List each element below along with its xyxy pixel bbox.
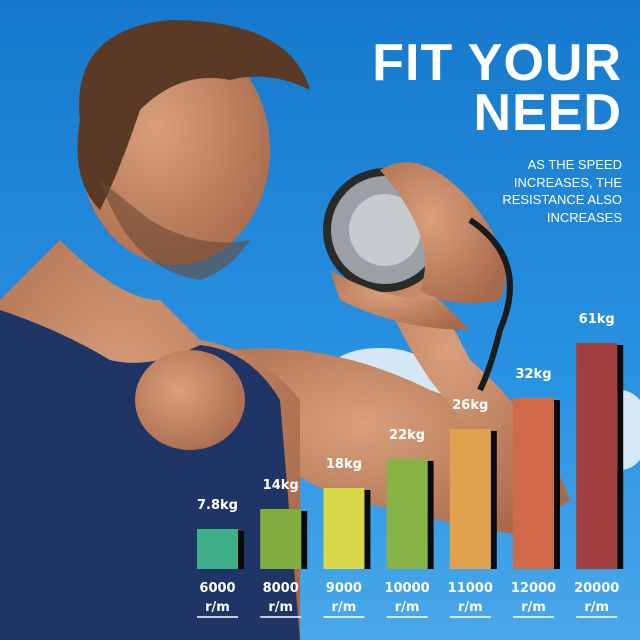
bar-shadow [554,400,560,569]
subtitle-line-3: RESISTANCE ALSO [502,192,622,207]
subtitle-line-2: INCREASES, THE [513,174,622,190]
subtitle-line-4: INCREASES [546,209,622,225]
data-label: 26kg [452,398,488,413]
tick-unit: r/m [521,600,546,615]
data-label: 32kg [515,367,551,382]
tick-unit: r/m [395,600,420,615]
bar-shadow [490,431,497,569]
bar [513,398,554,569]
tick-label: 6000 [199,581,235,596]
data-label: 7.8kg [197,498,238,513]
tick-label: 9000 [326,581,362,596]
headline: FIT YOUR NEED [372,34,622,142]
tick-unit: r/m [205,600,230,615]
tick-unit: r/m [268,600,293,615]
bar [386,459,428,569]
headline-line-2: NEED [473,84,622,142]
tick-label: 12000 [511,581,556,596]
data-label: 61kg [579,312,615,327]
data-label: 22kg [389,428,425,443]
bar [260,509,302,569]
bar-shadow [427,461,434,569]
bar-shadow [238,531,244,569]
bar [197,529,238,569]
bar [323,488,365,569]
headline-line-1: FIT YOUR [372,34,622,92]
subtitle-line-1: AS THE SPEED [527,157,622,172]
tick-unit: r/m [332,600,357,615]
bar-shadow [364,490,371,569]
data-label: 18kg [326,457,362,472]
tick-label: 8000 [263,581,299,596]
tick-unit: r/m [458,600,483,615]
tick-label: 10000 [384,581,429,596]
tick-label: 20000 [574,581,619,596]
data-label: 14kg [263,478,299,493]
bar-shadow [617,345,624,569]
bar-shadow [301,511,308,569]
tick-unit: r/m [584,600,609,615]
bar [449,429,491,569]
bar [576,343,618,569]
subtitle: AS THE SPEED INCREASES, THE RESISTANCE A… [502,156,622,226]
tick-label: 11000 [448,581,493,596]
